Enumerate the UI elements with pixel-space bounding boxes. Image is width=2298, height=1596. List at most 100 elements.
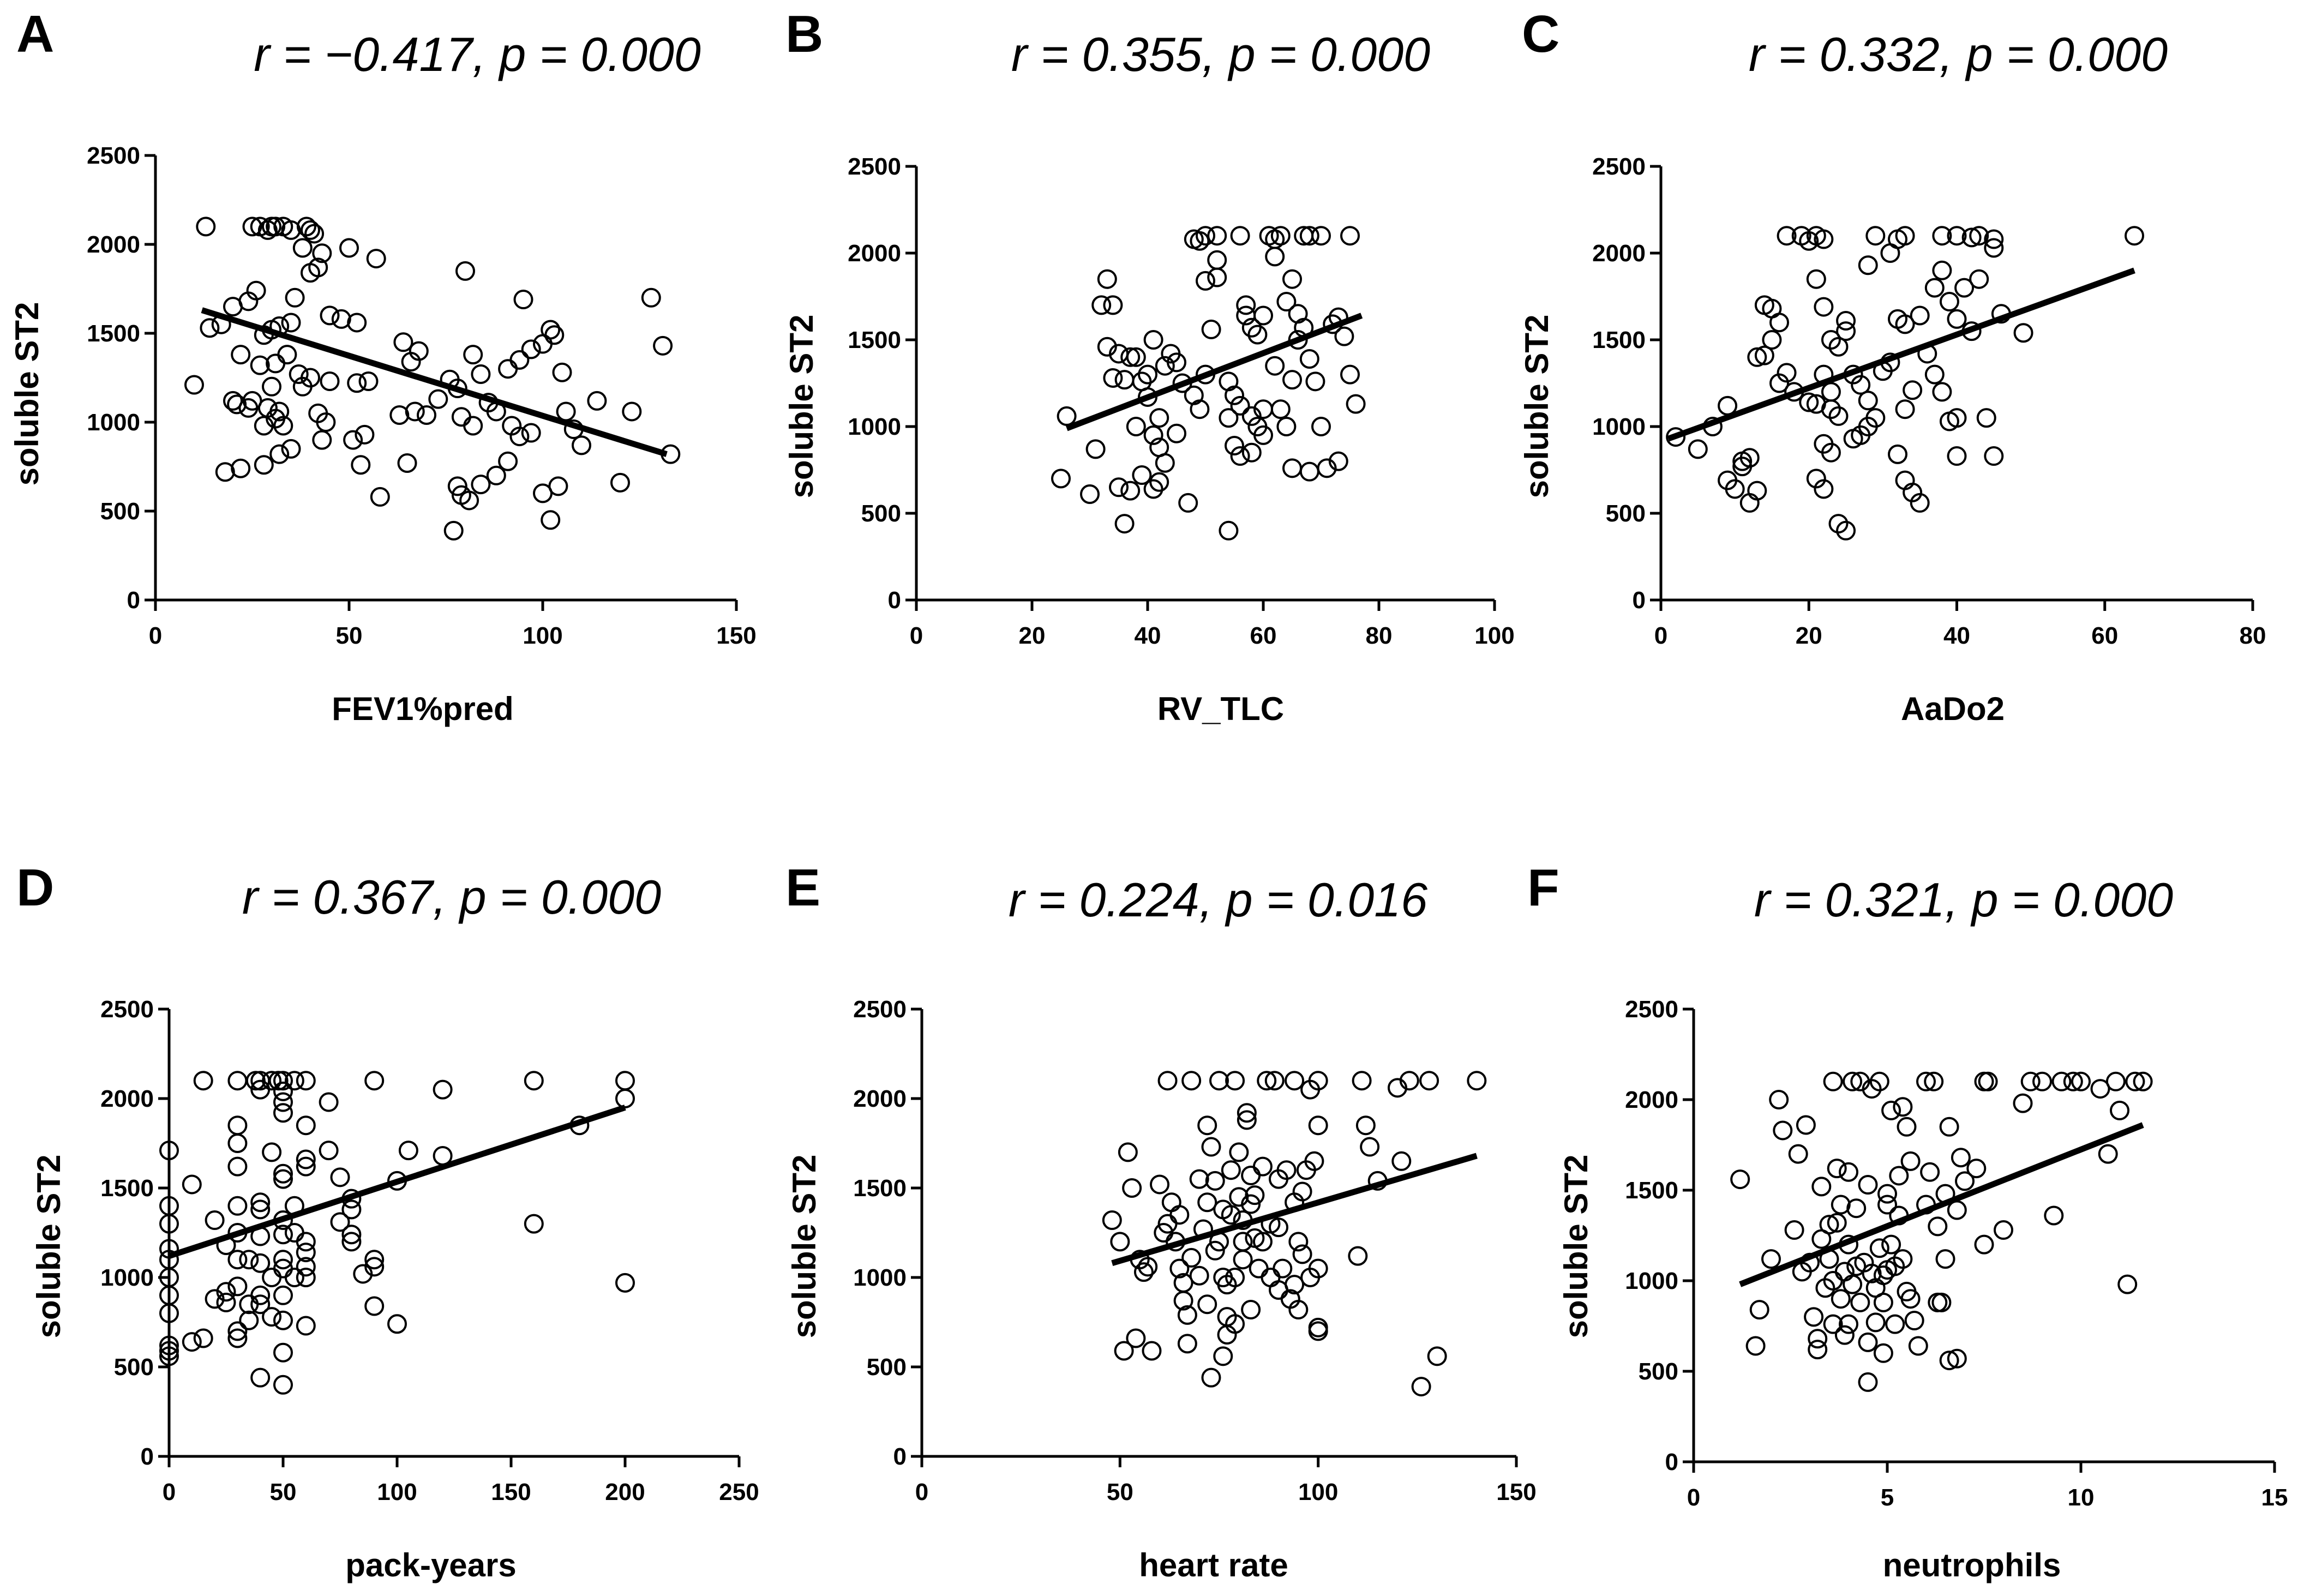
panel-b-x-axis-label: RV_TLC <box>1157 691 1284 727</box>
panel-f-x-tick-label: 15 <box>2261 1484 2288 1511</box>
panel-e-data-point <box>1213 1346 1233 1366</box>
panel-a-data-point <box>393 332 413 352</box>
panel-b-data-point <box>1265 247 1285 267</box>
panel-e: E r = 0.224, p = 0.016 0 50 100 15005001000… <box>785 859 1537 1583</box>
panel-c-data-point <box>1666 427 1686 447</box>
panel-e-data-point <box>1221 1205 1241 1225</box>
panel-d-data-point <box>273 1169 293 1189</box>
panel-f-data-point <box>2051 1071 2072 1091</box>
panel-b-data-point <box>1241 317 1262 338</box>
panel-e-data-point <box>1122 1178 1142 1198</box>
panel-a-data-point <box>471 364 491 384</box>
panel-a-data-point <box>556 401 576 422</box>
panel-d: D r = 0.367, p = 0.000 0 50 100 150 200 25005… <box>16 859 759 1583</box>
panel-a-data-point <box>548 476 568 496</box>
panel-e-data-point <box>1181 1247 1202 1268</box>
panel-c-data-point <box>1984 229 2004 249</box>
panel-b-data-point <box>1241 406 1262 426</box>
panel-c-data-point <box>1739 448 1760 468</box>
panel-c-data-point <box>2125 226 2144 246</box>
panel-c-data-point <box>1858 391 1878 411</box>
panel-b-data-point <box>1196 271 1215 291</box>
panel-c-x-axis-label: AaDo2 <box>1901 691 2005 727</box>
panel-f-y-tick-label: 2500 <box>1625 996 1678 1023</box>
panel-b-data-point <box>1103 295 1123 315</box>
panel-b-x-tick-label: 0 <box>910 622 923 649</box>
panel-a-data-point <box>347 373 367 393</box>
panel-d-data-point <box>524 1071 544 1091</box>
panel-a-x-tick-label: 50 <box>336 622 363 649</box>
panel-f-y-tick-label: 0 <box>1665 1449 1678 1475</box>
panel-a-data-point <box>292 238 313 258</box>
panel-a-y-tick-label: 1000 <box>87 409 140 436</box>
panel-c-data-point <box>1718 395 1738 416</box>
panel-d-data-point <box>159 1141 179 1161</box>
panel-a-data-point <box>463 345 483 365</box>
panel-c-data-point <box>1947 226 1967 246</box>
panel-f-data-point <box>1796 1115 1816 1135</box>
panel-a-y-tick-label: 500 <box>100 498 140 525</box>
panel-c: C r = 0.332, p = 0.000 0 20 40 60 80 0 500 1000… <box>1519 5 2266 727</box>
panel-f-data-point <box>1877 1184 1897 1204</box>
panel-f-data-point <box>1908 1336 1928 1356</box>
panel-d-data-point <box>296 1156 316 1177</box>
panel-a-data-point <box>587 391 607 411</box>
panel-e-regression-line <box>1111 1153 1478 1267</box>
panel-c-data-point <box>1814 297 1834 317</box>
panel-b-data-point <box>1091 295 1112 315</box>
panel-a-y-tick-label: 0 <box>127 587 140 614</box>
panel-e-x-tick-label: 100 <box>1298 1479 1338 1505</box>
panel-e-data-point <box>1348 1246 1368 1266</box>
panel-a-y-tick-label: 2000 <box>87 231 140 258</box>
panel-e-data-point <box>1308 1071 1328 1091</box>
panel-a-data-point <box>451 407 471 427</box>
panel-e-y-tick-label: 2500 <box>853 996 907 1023</box>
panel-a-data-point <box>215 462 235 482</box>
panel-f-data-point <box>1994 1220 2013 1240</box>
panel-b-data-point <box>1241 442 1262 463</box>
panel-a-x-tick-label: 100 <box>523 622 562 649</box>
panel-f-x-tick-label: 5 <box>1881 1484 1894 1511</box>
panel-f-y-tick-label: 1500 <box>1625 1177 1678 1204</box>
panel-c-data-point <box>1688 439 1708 459</box>
panel-c-data-point <box>1947 446 1967 466</box>
panel-f-regression-line <box>1739 1122 2144 1287</box>
panel-e-data-point <box>1264 1071 1285 1091</box>
panel-b-data-point <box>1207 250 1227 270</box>
panel-b-data-point <box>1230 226 1250 246</box>
panel-f-data-point <box>1893 1249 1913 1269</box>
panel-e-data-point <box>1233 1250 1253 1270</box>
panel-f-data-point <box>1974 1071 1994 1091</box>
panel-f-data-point <box>1869 1238 1889 1258</box>
panel-a-data-point <box>331 309 351 329</box>
panel-a-data-point <box>301 263 320 283</box>
panel-b-data-point <box>1114 370 1135 390</box>
panel-b-data-point <box>1282 458 1302 478</box>
panel-d-data-point <box>353 1264 373 1284</box>
panel-b-title: r = 0.355, p = 0.000 <box>1011 27 1430 81</box>
panel-b-data-point <box>1219 520 1239 541</box>
panel-a: A r = −0.417, p = 0.000 0 50 100 1500500100… <box>9 5 757 727</box>
panel-b-x-tick-label: 60 <box>1250 622 1277 649</box>
panel-e-data-point <box>1221 1160 1241 1180</box>
panel-e-data-point <box>1201 1137 1221 1157</box>
panel-e-data-point <box>1233 1232 1253 1252</box>
panel-e-data-point <box>1241 1300 1261 1320</box>
panel-e-data-point <box>1209 1071 1229 1091</box>
panel-b-data-point <box>1207 226 1227 246</box>
panel-b-data-point <box>1270 226 1291 246</box>
panel-c-data-point <box>1932 226 1952 246</box>
panel-a-data-point <box>447 476 467 496</box>
panel-c-data-point <box>1725 479 1745 499</box>
panel-d-data-point <box>227 1276 248 1297</box>
panel-c-data-point <box>1777 363 1797 383</box>
panel-e-data-point <box>1237 1110 1257 1130</box>
panel-e-data-point <box>1169 1205 1190 1225</box>
panel-e-x-axis-label: heart rate <box>1139 1547 1288 1583</box>
panel-d-data-point <box>250 1192 271 1213</box>
panel-e-data-point <box>1169 1258 1190 1279</box>
panel-f-data-point <box>1811 1177 1832 1197</box>
panel-d-data-point <box>193 1071 213 1091</box>
panel-e-data-point <box>1118 1142 1138 1162</box>
panel-c-data-point <box>1947 309 1967 329</box>
